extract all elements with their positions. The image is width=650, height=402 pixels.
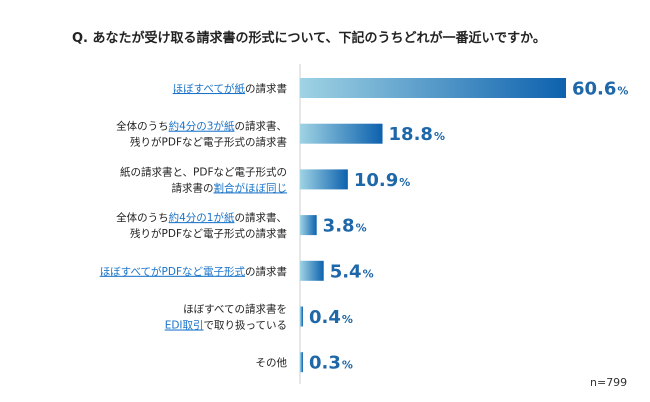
value-label-6: 0.3% — [309, 353, 353, 374]
bars — [300, 78, 566, 373]
category-label-0-line-0: ほぼすべてが紙の請求書 — [173, 82, 287, 95]
value-label-0: 60.6% — [572, 79, 628, 100]
category-label-3-line-0: 全体のうち約4分の1が紙の請求書、 — [116, 211, 287, 224]
category-labels: ほぼすべてが紙の請求書全体のうち約4分の3が紙の請求書、残りがPDFなど電子形式… — [100, 82, 288, 369]
chart-title: Q. あなたが受け取る請求書の形式について、下記のうちどれが一番近いですか。 — [72, 30, 546, 46]
bar-4 — [300, 260, 324, 281]
category-label-1-line-1: 残りがPDFなど電子形式の請求書 — [130, 136, 287, 149]
bar-2 — [300, 169, 348, 190]
value-label-2: 10.9% — [354, 170, 410, 191]
category-label-5-line-1: EDI取引で取り扱っている — [165, 319, 287, 332]
category-label-2-line-1: 請求書の割合がほぼ同じ — [172, 181, 288, 194]
category-label-1-line-0: 全体のうち約4分の3が紙の請求書、 — [116, 120, 287, 133]
bar-0 — [300, 78, 566, 98]
value-label-1: 18.8% — [389, 124, 445, 145]
bar-5 — [300, 306, 303, 327]
value-label-4: 5.4% — [330, 261, 374, 282]
sample-size-note: n=799 — [590, 376, 627, 389]
bar-3 — [300, 215, 317, 236]
value-label-5: 0.4% — [309, 307, 353, 328]
category-label-5-line-0: ほぼすべての請求書を — [183, 303, 287, 316]
value-label-3: 3.8% — [323, 216, 367, 237]
category-label-2-line-0: 紙の請求書と、PDFなど電子形式の — [120, 165, 287, 178]
bar-6 — [300, 352, 303, 373]
bar-1 — [300, 123, 383, 144]
category-label-4-line-0: ほぼすべてがPDFなど電子形式の請求書 — [100, 265, 287, 278]
value-labels: 60.6% 18.8% 10.9% 3.8% 5.4% 0.4% 0.3% — [309, 79, 628, 374]
category-label-6-line-0: その他 — [256, 356, 288, 369]
category-label-3-line-1: 残りがPDFなど電子形式の請求書 — [130, 227, 287, 240]
